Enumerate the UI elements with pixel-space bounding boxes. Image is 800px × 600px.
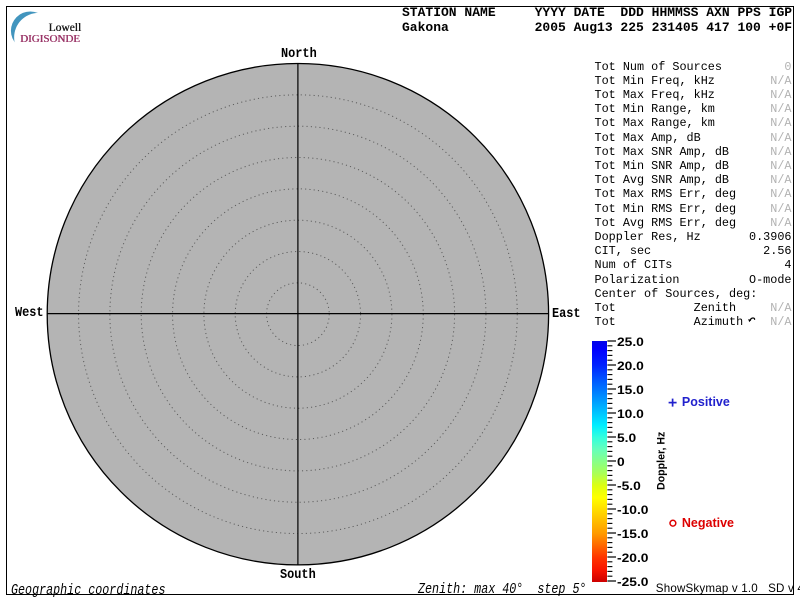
svg-text:Positive: Positive [682,395,730,409]
svg-text:Doppler, Hz: Doppler, Hz [656,432,668,490]
svg-text:Negative: Negative [682,516,734,530]
